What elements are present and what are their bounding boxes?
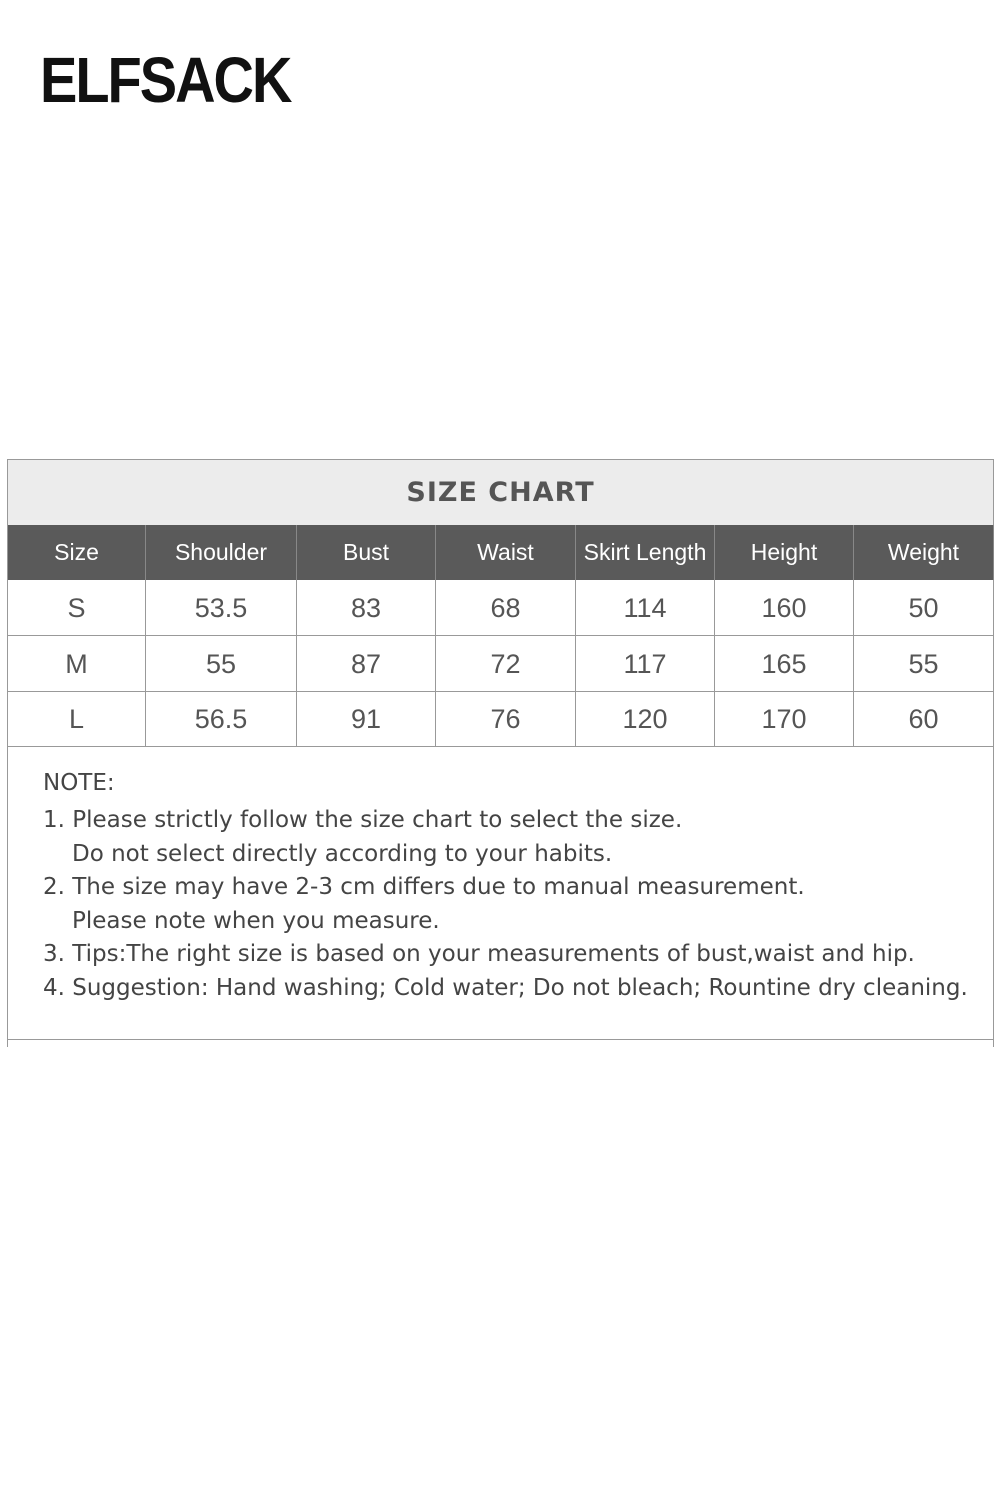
table-cell: 114 (576, 580, 715, 636)
table-cell: 55 (146, 635, 297, 692)
table-cell: 165 (715, 635, 854, 692)
note-line: 4. Suggestion: Hand washing; Cold water;… (43, 974, 968, 1001)
table-cell: 91 (297, 691, 436, 747)
header-cell: Weight (854, 525, 994, 580)
table-cell: 72 (436, 635, 576, 692)
header-cell: Bust (297, 525, 436, 580)
header-cell: Shoulder (146, 525, 297, 580)
table-cell: 117 (576, 635, 715, 692)
table-cell: 50 (854, 580, 994, 636)
logo: ELFSACK (40, 43, 292, 116)
note-line: 3. Tips:The right size is based on your … (43, 941, 915, 967)
table-cell: 83 (297, 580, 436, 636)
table-cell: 68 (436, 580, 576, 636)
table-cell: 56.5 (146, 691, 297, 747)
header-cell: Skirt Length (576, 525, 715, 580)
header-cell: Size (7, 525, 146, 580)
table-cell: 76 (436, 691, 576, 747)
header-cell: Waist (436, 525, 576, 580)
note-title: NOTE: (43, 770, 115, 796)
table-cell: 170 (715, 691, 854, 747)
table-frame (7, 459, 994, 1047)
table-cell: 120 (576, 691, 715, 747)
title-band (8, 460, 993, 525)
note-line: Please note when you measure. (72, 907, 440, 934)
note-line: Do not select directly according to your… (72, 840, 613, 867)
table-cell: 87 (297, 635, 436, 692)
table-cell: L (7, 691, 146, 747)
table-cell: 60 (854, 691, 994, 747)
table-title: SIZE CHART (406, 477, 595, 508)
table-cell: M (7, 635, 146, 692)
header-cell: Height (715, 525, 854, 580)
table-cell: 53.5 (146, 580, 297, 636)
table-cell: 160 (715, 580, 854, 636)
table-cell: 55 (854, 635, 994, 692)
table-cell: S (7, 580, 146, 636)
note-line: 2. The size may have 2-3 cm differs due … (43, 874, 805, 900)
divider (7, 1039, 994, 1040)
note-line: 1. Please strictly follow the size chart… (43, 807, 683, 833)
